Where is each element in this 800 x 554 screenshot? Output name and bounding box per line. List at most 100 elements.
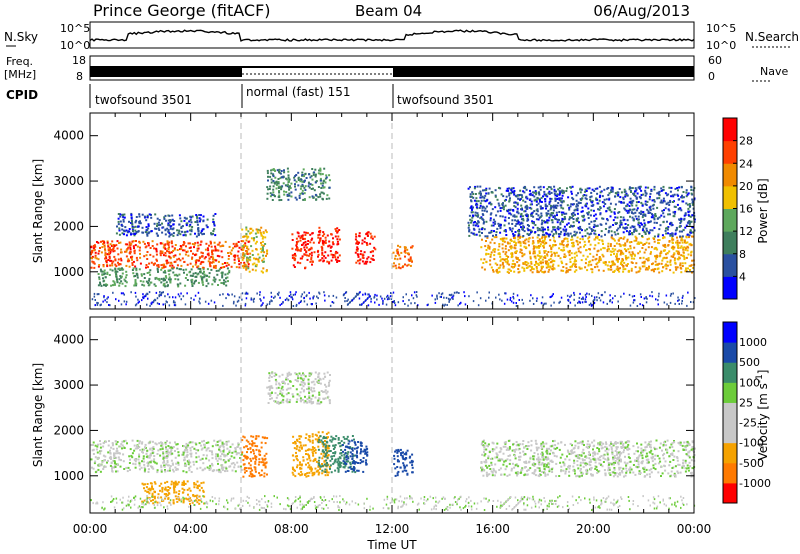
noise-right-top-tick: 10^5: [706, 22, 736, 35]
colorbar-tick-label: -25: [739, 417, 757, 430]
power-blob-4: [266, 167, 331, 202]
y-tick-label: 1000: [53, 265, 84, 279]
freq-label-line1: Freq.: [6, 55, 33, 68]
power-data: [90, 167, 696, 307]
velocity-blob-8: [266, 371, 331, 405]
cpid-segment-3: twofsound 3501: [397, 93, 494, 107]
power-blob-7: [354, 231, 377, 265]
nsearch-label: N.Search: [745, 30, 799, 44]
power-colorbar: 4 8 12 16 20 24 28 Power [dB]: [722, 117, 770, 300]
freq-right-top-tick: 60: [708, 54, 722, 67]
colorbar-tick-label: 25: [739, 396, 753, 409]
colorbar-tick-label: 12: [739, 225, 753, 238]
freq-band-1: [90, 66, 242, 77]
y-tick-label: 2000: [53, 219, 84, 233]
colorbar-swatch: [723, 322, 737, 343]
colorbar-tick-label: -100: [739, 437, 764, 450]
colorbar-swatch: [723, 185, 737, 209]
colorbar-frame: [722, 321, 738, 504]
colorbar-swatch: [723, 140, 737, 164]
velocity-blob-6: [393, 448, 414, 477]
power-blob-2: [115, 212, 217, 238]
x-tick-label: 00:00: [677, 522, 712, 536]
velocity-panel: 1000 2000 3000 4000 Slant Range [km]: [31, 316, 696, 514]
freq-right-bottom-tick: 0: [708, 70, 715, 83]
colorbar-swatch: [723, 422, 737, 444]
noise-left-top-tick: 10^5: [60, 22, 90, 35]
y-tick-label: 1000: [53, 469, 84, 483]
date-label: 06/Aug/2013: [593, 2, 690, 20]
power-blob-9: [480, 235, 696, 274]
velocity-data: [90, 371, 696, 511]
velocity-near-range: [90, 495, 696, 511]
colorbar-swatch: [723, 442, 737, 464]
velocity-colorbar: 1000 500 100 25 -25 -100 -500 -1000 Velocity [m…: [722, 321, 771, 504]
y-tick-label: 4000: [53, 129, 84, 143]
colorbar-tick-label: 1000: [739, 336, 767, 349]
noise-panel: N.Sky 10^5 10^0 10^5 10^0 N.Search: [4, 21, 799, 52]
station-title: Prince George (fitACF): [93, 1, 271, 20]
colorbar-swatch: [723, 118, 737, 142]
freq-band-3: [393, 66, 694, 77]
colorbar-tick-label: 28: [739, 135, 753, 148]
power-blob-3: [241, 226, 269, 274]
power-ylabel: Slant Range [km]: [31, 159, 45, 263]
colorbar-swatch: [723, 276, 737, 300]
power-blob-1: [97, 267, 231, 288]
velocity-blob-1: [141, 480, 206, 505]
colorbar-swatch: [723, 382, 737, 403]
nave-label: Nave: [760, 65, 788, 78]
noise-left-bottom-tick: 10^0: [60, 39, 90, 52]
cpid-segment-2: normal (fast) 151: [246, 85, 350, 99]
x-tick-label: 12:00: [375, 522, 410, 536]
y-tick-label: 3000: [53, 378, 84, 392]
power-blob-5: [291, 231, 316, 270]
freq-band-2: [242, 66, 393, 68]
y-tick-label: 4000: [53, 333, 84, 347]
x-tick-label: 04:00: [173, 522, 208, 536]
y-tick-label: 2000: [53, 423, 84, 437]
colorbar-swatch: [723, 402, 737, 424]
velocity-colorbar-label: Velocity [m s-1]: [755, 370, 770, 461]
y-tick-label: 3000: [53, 174, 84, 188]
velocity-blob-0: [90, 439, 243, 474]
xlabel: Time UT: [366, 538, 417, 552]
colorbar-swatch: [723, 362, 737, 383]
colorbar-swatch: [723, 342, 737, 363]
noise-sky-series: [89, 29, 695, 42]
nsky-label: N.Sky: [4, 30, 38, 44]
colorbar-tick-label: -1000: [739, 477, 771, 490]
freq-panel: Freq. [MHz] 18 8 60 0 Nave: [4, 54, 788, 83]
velocity-blob-5: [341, 439, 369, 473]
cpid-row: CPID twofsound 3501 normal (fast) 151 tw…: [6, 84, 494, 108]
x-tick-label: 00:00: [73, 522, 108, 536]
power-near-range: [91, 291, 696, 307]
power-panel: 1000 2000 3000 4000 Slant Range [km]: [31, 112, 696, 310]
colorbar-swatch: [723, 462, 737, 484]
x-tick-label: 20:00: [576, 522, 611, 536]
colorbar-tick-label: 20: [739, 180, 753, 193]
colorbar-swatch: [723, 253, 737, 277]
noise-right-bottom-tick: 10^0: [706, 39, 736, 52]
x-axis: 00:00 04:00 08:00 12:00 16:00 20:00 00:00: [73, 522, 712, 536]
colorbar-tick-label: 8: [739, 248, 746, 261]
x-tick-label: 16:00: [475, 522, 510, 536]
freq-left-top-tick: 18: [72, 54, 86, 67]
cpid-segment-1: twofsound 3501: [95, 93, 192, 107]
colorbar-swatch: [723, 208, 737, 232]
colorbar-tick-label: 100: [739, 376, 760, 389]
colorbar-swatch: [723, 231, 737, 255]
colorbar-tick-label: 24: [739, 157, 753, 170]
power-blob-6: [316, 226, 341, 265]
freq-label-line2: [MHz]: [4, 68, 36, 81]
cpid-label: CPID: [6, 88, 38, 102]
power-blob-0: [90, 240, 251, 269]
beam-label: Beam 04: [355, 2, 422, 20]
colorbar-tick-label: 4: [739, 270, 746, 283]
power-colorbar-label: Power [dB]: [756, 178, 770, 243]
colorbar-tick-label: 16: [739, 203, 753, 216]
colorbar-tick-label: 500: [739, 356, 760, 369]
power-blob-10: [467, 185, 696, 238]
power-blob-8: [392, 244, 414, 270]
